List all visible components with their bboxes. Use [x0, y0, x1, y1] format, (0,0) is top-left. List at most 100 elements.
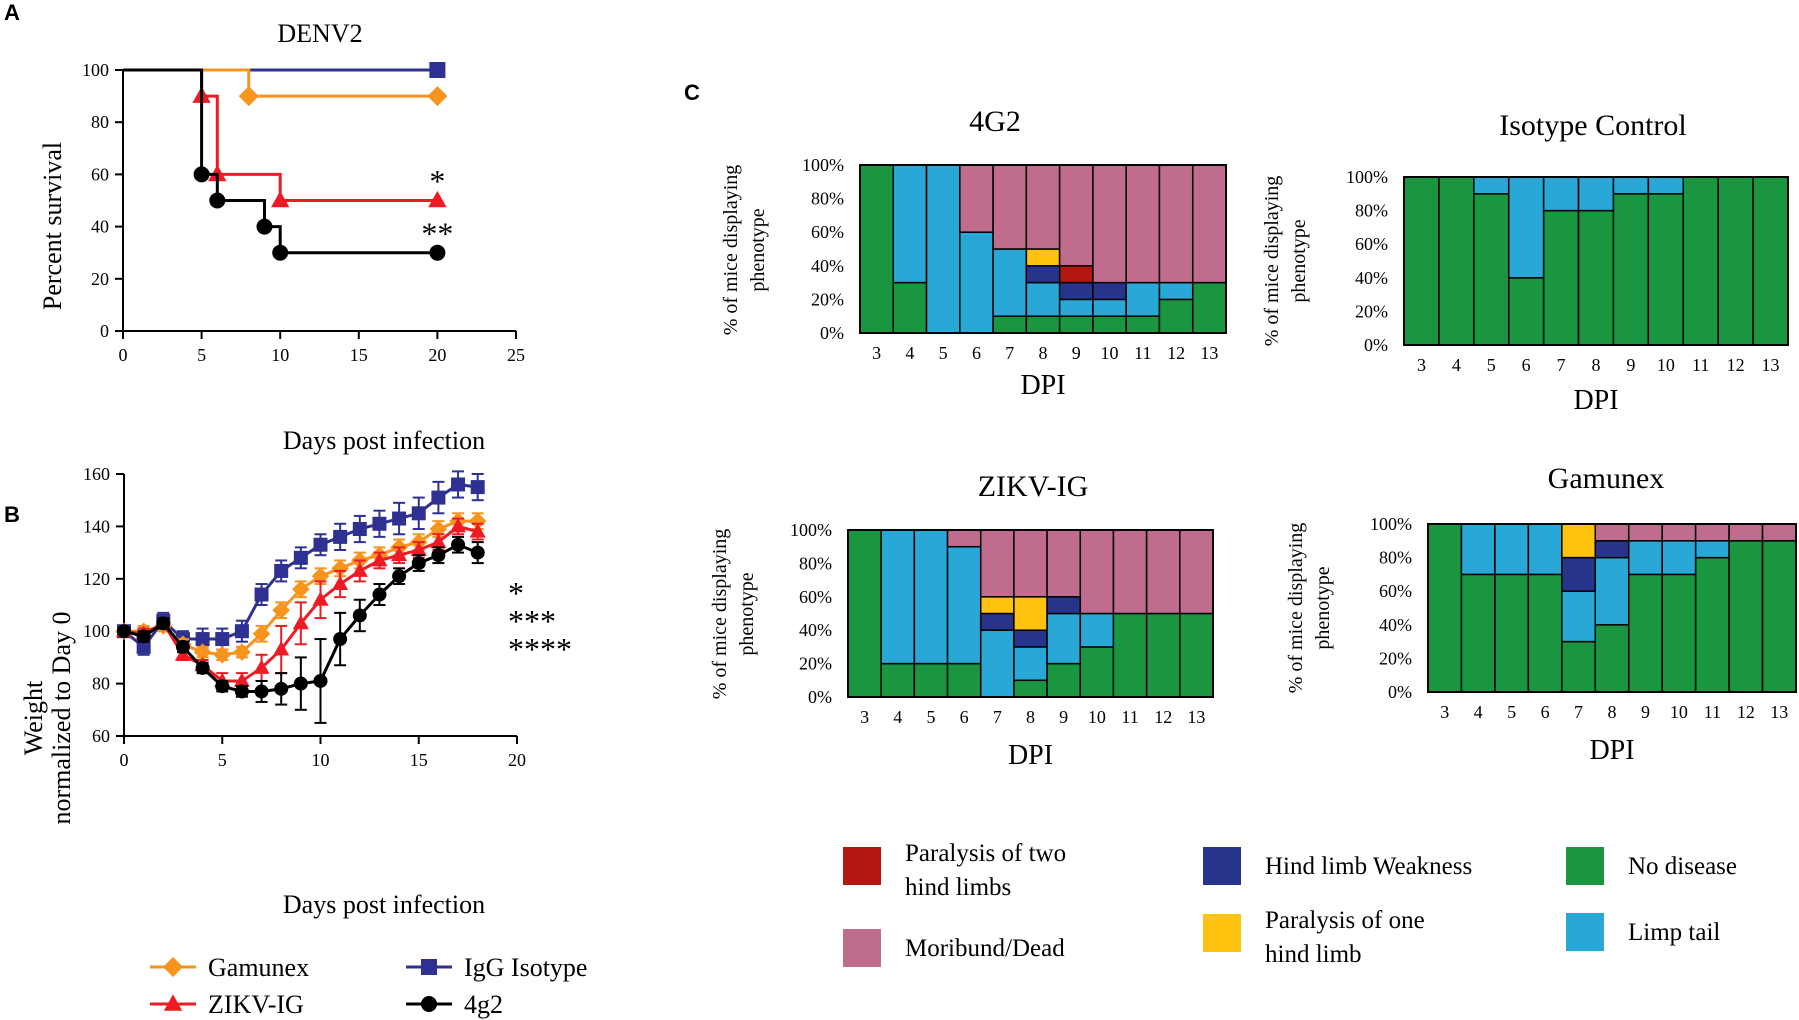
x-tick-label: 20: [508, 750, 526, 770]
y-tick-label: 80: [92, 674, 110, 694]
stacked-bar-segment: [1717, 176, 1754, 346]
stacked-bar-segment: [1112, 612, 1148, 698]
y-tick-label: 0%: [820, 323, 844, 343]
data-point: [233, 672, 250, 687]
y-tick-label: 80%: [1355, 201, 1388, 221]
data-point: [468, 512, 487, 530]
data-point: [372, 516, 387, 531]
data-point: [256, 218, 273, 235]
y-tick-label: 40%: [1379, 615, 1412, 635]
stacked-bar-segment: [1473, 176, 1510, 195]
x-tick-label: 4: [905, 343, 914, 363]
data-point: [193, 166, 210, 183]
y-tick-label: 0: [100, 321, 109, 341]
stacked-bar-segment: [913, 662, 949, 698]
legend-swatch: [843, 929, 881, 967]
data-point: [238, 86, 259, 107]
x-tick-label: 11: [1121, 707, 1138, 727]
y-tick-label: 100%: [790, 520, 832, 540]
x-axis-label: DPI: [1573, 385, 1618, 416]
stacked-bar-segment: [1594, 556, 1630, 626]
x-tick-label: 11: [1692, 355, 1709, 375]
y-tick-label: 0%: [1364, 335, 1388, 355]
y-tick-label: 40%: [799, 620, 832, 640]
x-tick-label: 25: [507, 345, 525, 365]
stacked-bar-segment: [1179, 529, 1214, 615]
data-point: [271, 190, 290, 208]
stacked-bar-segment: [1013, 679, 1048, 698]
stacked-bar-segment: [992, 164, 1028, 250]
data-point: [427, 86, 448, 107]
phenotype-legend: Paralysis of two hind limbs Moribund/Dead H…: [843, 840, 1737, 968]
legend-label: Paralysis of two: [905, 840, 1066, 867]
stacked-bar-segment: [1092, 315, 1127, 334]
stacked-bar-segment: [1079, 646, 1115, 698]
data-point: [352, 522, 367, 537]
data-point: [429, 62, 446, 78]
panel-label-c: C: [684, 80, 700, 105]
data-point: [372, 587, 387, 602]
y-tick-label: 100%: [802, 155, 844, 175]
stacked-bar-segment: [1025, 265, 1061, 284]
x-tick-label: 5: [1487, 355, 1496, 375]
y-tick-label: 120: [83, 569, 110, 589]
stacked-bar-segment: [892, 281, 928, 334]
stacked-bar-segment: [1145, 529, 1181, 615]
data-point: [272, 601, 290, 619]
x-tick-label: 7: [1005, 343, 1014, 363]
stacked-bar-segment: [1046, 662, 1082, 698]
legend-swatch: [843, 847, 881, 885]
stacked-bar-segment: [1092, 281, 1127, 301]
data-point: [411, 506, 426, 521]
legend-label: ZIKV-IG: [208, 990, 304, 1019]
x-tick-label: 10: [1670, 702, 1688, 722]
stacked-bar-segment: [1058, 315, 1094, 334]
stacked-bar-segment: [1025, 164, 1061, 250]
x-axis-label: DPI: [1008, 740, 1053, 771]
stacked-bar-segment: [1058, 265, 1094, 284]
y-tick-label: 60%: [811, 222, 844, 242]
data-point: [431, 490, 446, 505]
plot-frame: [859, 164, 1227, 334]
plot-frame: [1403, 176, 1789, 346]
x-tick-label: 4: [1474, 702, 1483, 722]
stacked-bar-segment: [1438, 176, 1475, 346]
legend-swatch: [1566, 913, 1604, 951]
stacked-bar-segment: [1125, 164, 1161, 284]
y-axis-label-line2: phenotype: [736, 572, 758, 655]
stacked-bar-segment: [1761, 540, 1797, 693]
data-point: [392, 569, 407, 584]
data-point: [392, 511, 407, 526]
weight-chart-legend: Gamunex IgG Isotype ZIKV-IG 4g2: [150, 953, 587, 1019]
x-tick-label: 4: [893, 707, 902, 727]
stacked-bar-segment: [1647, 176, 1685, 195]
x-tick-label: 15: [350, 345, 368, 365]
y-tick-label: 100%: [1370, 514, 1412, 534]
stacked-bar-segment: [1594, 624, 1630, 693]
data-point: [352, 608, 367, 623]
stacked-bar-segment: [959, 164, 994, 233]
x-tick-label: 13: [1187, 707, 1205, 727]
data-point: [428, 190, 447, 208]
stacked-bar-segment: [1694, 556, 1730, 693]
y-tick-label: 60: [92, 726, 110, 746]
data-point: [450, 518, 467, 533]
data-point: [163, 957, 183, 977]
x-axis-label: Days post infection: [283, 890, 485, 919]
y-tick-label: 40%: [1355, 268, 1388, 288]
stacked-bar-segment: [1542, 209, 1580, 346]
x-tick-label: 7: [1557, 355, 1566, 375]
data-point: [331, 559, 349, 578]
stacked-bar-segment: [1647, 193, 1685, 346]
data-point: [410, 541, 427, 556]
stacked-bar-segment: [880, 662, 916, 698]
chart-title: ZIKV-IG: [978, 470, 1089, 503]
x-tick-label: 6: [1522, 355, 1531, 375]
x-tick-label: 12: [1167, 343, 1185, 363]
data-point: [421, 996, 437, 1012]
x-tick-label: 11: [1134, 343, 1151, 363]
chart-title: Gamunex: [1548, 462, 1665, 495]
stacked-bar-segment: [1427, 523, 1463, 693]
y-tick-label: 40: [91, 217, 109, 237]
data-point: [215, 679, 230, 694]
